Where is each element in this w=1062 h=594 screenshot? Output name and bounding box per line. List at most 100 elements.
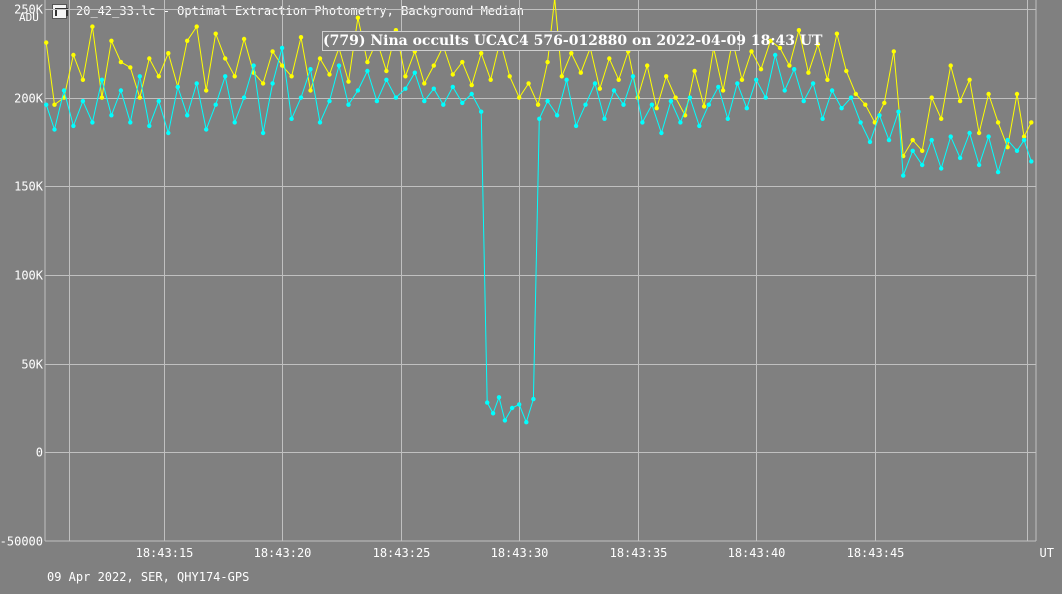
y-tick-label: -50000 — [0, 535, 43, 549]
data-point — [524, 420, 529, 425]
data-point — [156, 98, 161, 104]
data-point — [967, 77, 972, 83]
data-point — [213, 31, 218, 36]
data-point — [545, 59, 550, 65]
y-tick-label: 200K — [14, 92, 44, 106]
data-point — [668, 98, 674, 104]
x-tick-label: 18:43:20 — [254, 546, 312, 560]
data-point — [948, 134, 953, 139]
data-point — [431, 86, 436, 91]
chart-title: (779) Nina occults UCAC4 576-012880 on 2… — [322, 31, 823, 51]
data-point — [71, 123, 76, 129]
data-point — [853, 91, 858, 97]
data-point — [365, 68, 370, 74]
data-point — [537, 116, 542, 122]
data-point — [232, 120, 237, 125]
data-point — [758, 67, 764, 72]
data-point — [90, 24, 95, 29]
data-point — [185, 113, 190, 118]
data-point — [1029, 159, 1034, 164]
data-point — [317, 120, 323, 125]
data-point — [901, 173, 906, 178]
data-point — [384, 77, 389, 83]
axis-labels: 250K 200K 150K 100K 50K 0 -50000 18:43:15 18:43:… — [0, 3, 1054, 561]
data-point — [673, 95, 678, 100]
grid — [44, 0, 1037, 542]
x-tick-label: 18:43:40 — [728, 546, 786, 560]
data-point — [877, 113, 882, 118]
data-point — [298, 35, 304, 40]
data-point — [175, 84, 180, 90]
data-point — [118, 88, 124, 93]
data-point — [995, 169, 1001, 175]
data-point — [509, 405, 515, 411]
data-point — [450, 72, 455, 77]
data-point — [308, 88, 313, 93]
data-point — [645, 63, 650, 68]
data-point — [535, 102, 541, 107]
x-tick-label: 18:43:45 — [847, 546, 905, 560]
data-point — [867, 139, 873, 145]
data-point — [128, 120, 133, 125]
data-point — [327, 72, 332, 77]
data-point — [270, 81, 275, 86]
data-point — [810, 81, 816, 86]
data-point — [773, 52, 778, 58]
data-point — [531, 396, 536, 402]
data-point — [241, 36, 247, 42]
data-point — [109, 38, 114, 43]
data-point — [1005, 145, 1010, 150]
data-point — [270, 49, 275, 54]
data-point — [213, 102, 218, 107]
data-point — [412, 70, 417, 75]
data-point — [469, 91, 474, 97]
data-point — [517, 95, 522, 100]
data-point — [147, 123, 152, 129]
data-point — [844, 68, 849, 74]
data-point — [289, 116, 294, 122]
data-point — [664, 74, 669, 79]
data-point — [194, 24, 199, 29]
data-point — [223, 74, 228, 79]
data-point — [701, 104, 707, 109]
data-point — [204, 127, 209, 132]
data-point — [80, 98, 86, 104]
data-point — [986, 91, 991, 97]
data-point — [232, 74, 237, 79]
data-point — [260, 130, 266, 136]
data-point — [957, 98, 963, 104]
data-point — [61, 88, 67, 93]
data-point — [99, 77, 105, 83]
data-point — [640, 120, 645, 125]
data-point — [725, 116, 730, 122]
data-point — [882, 100, 887, 106]
data-point — [1014, 91, 1020, 97]
data-point — [52, 102, 57, 107]
data-point — [744, 106, 749, 111]
data-point — [872, 120, 877, 125]
data-point — [891, 49, 896, 54]
data-point — [659, 130, 664, 136]
data-point — [720, 88, 726, 93]
data-point — [697, 123, 702, 129]
data-point — [194, 81, 199, 86]
data-point — [630, 74, 636, 79]
data-point — [573, 123, 579, 129]
data-point — [118, 59, 124, 65]
data-point — [502, 418, 508, 423]
data-point — [706, 102, 711, 107]
data-point — [777, 45, 783, 51]
y-tick-label: 150K — [14, 180, 44, 194]
x-tick-label: 18:43:30 — [491, 546, 549, 560]
window-title: 20_42_33.lc - Optimal Extraction Photome… — [76, 4, 524, 18]
data-point — [559, 74, 564, 79]
x-tick-label: 18:43:15 — [136, 546, 194, 560]
data-point — [109, 113, 114, 118]
data-point — [678, 120, 683, 125]
data-point — [422, 98, 427, 104]
data-point — [128, 65, 133, 70]
data-point — [592, 81, 598, 86]
data-point — [976, 162, 982, 168]
data-point — [327, 98, 332, 104]
